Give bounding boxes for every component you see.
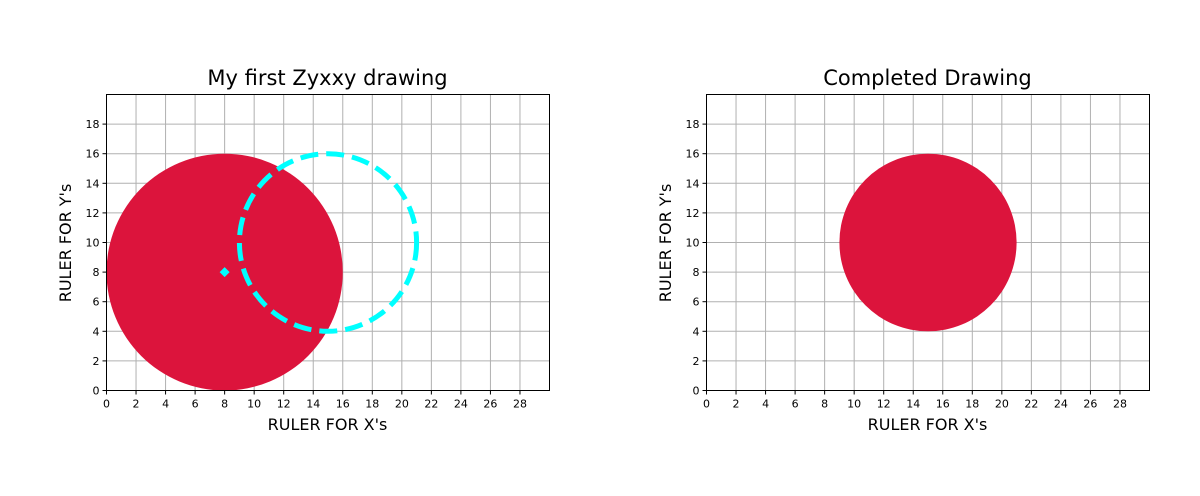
x-tick-label: 2 xyxy=(133,398,140,411)
x-tick-label: 12 xyxy=(277,398,291,411)
y-tick-label: 4 xyxy=(693,325,700,338)
y-tick-label: 14 xyxy=(86,177,100,190)
dashed-circle-outline xyxy=(236,151,420,334)
x-tick-label: 14 xyxy=(906,398,920,411)
x-tick-label: 24 xyxy=(454,398,468,411)
x-tick-label: 26 xyxy=(1083,398,1097,411)
x-tick-label: 20 xyxy=(995,398,1009,411)
shapes xyxy=(106,151,420,391)
x-tick-label: 10 xyxy=(847,398,861,411)
y-tick-label: 10 xyxy=(686,237,700,250)
x-tick-label: 18 xyxy=(965,398,979,411)
y-tick-label: 4 xyxy=(93,325,100,338)
y-tick-label: 0 xyxy=(93,385,100,398)
x-tick-label: 16 xyxy=(336,398,350,411)
y-tick-label: 16 xyxy=(86,148,100,161)
y-tick-label: 0 xyxy=(693,385,700,398)
x-tick-label: 0 xyxy=(703,398,710,411)
shapes xyxy=(839,153,1017,332)
chart-left: My first Zyxxy drawing RULER FOR X's RUL… xyxy=(56,66,550,434)
chart-title: Completed Drawing xyxy=(823,66,1032,90)
x-tick-label: 6 xyxy=(192,398,199,411)
chart-right: Completed Drawing RULER FOR X's RULER FO… xyxy=(656,66,1150,434)
x-tick-label: 6 xyxy=(792,398,799,411)
x-tick-label: 8 xyxy=(221,398,228,411)
x-tick-label: 12 xyxy=(877,398,891,411)
x-tick-label: 28 xyxy=(1113,398,1127,411)
y-tick-label: 18 xyxy=(86,118,100,131)
diamond-marker xyxy=(219,267,230,278)
y-tick-label: 6 xyxy=(693,296,700,309)
x-tick-label: 4 xyxy=(762,398,769,411)
x-tick-label: 2 xyxy=(733,398,740,411)
x-tick-label: 24 xyxy=(1054,398,1068,411)
x-tick-label: 8 xyxy=(821,398,828,411)
y-tick-label: 6 xyxy=(93,296,100,309)
x-tick-label: 22 xyxy=(424,398,438,411)
y-axis-label: RULER FOR Y's xyxy=(56,184,75,303)
x-tick-label: 4 xyxy=(162,398,169,411)
x-axis-label: RULER FOR X's xyxy=(868,415,988,434)
x-tick-label: 16 xyxy=(936,398,950,411)
x-tick-label: 14 xyxy=(306,398,320,411)
x-tick-label: 18 xyxy=(365,398,379,411)
x-tick-label: 10 xyxy=(247,398,261,411)
x-tick-label: 0 xyxy=(103,398,110,411)
y-tick-label: 2 xyxy=(693,355,700,368)
y-axis-label: RULER FOR Y's xyxy=(656,184,675,303)
x-tick-label: 28 xyxy=(513,398,527,411)
y-tick-label: 14 xyxy=(686,177,700,190)
y-tick-label: 16 xyxy=(686,148,700,161)
x-axis-label: RULER FOR X's xyxy=(268,415,388,434)
x-tick-label: 20 xyxy=(395,398,409,411)
y-tick-label: 2 xyxy=(93,355,100,368)
chart-title: My first Zyxxy drawing xyxy=(207,66,447,90)
filled-circle xyxy=(839,153,1017,332)
x-tick-label: 26 xyxy=(483,398,497,411)
y-tick-label: 12 xyxy=(686,207,700,220)
y-tick-label: 8 xyxy=(93,266,100,279)
y-tick-label: 12 xyxy=(86,207,100,220)
x-tick-label: 22 xyxy=(1024,398,1038,411)
y-tick-label: 10 xyxy=(86,237,100,250)
y-tick-label: 18 xyxy=(686,118,700,131)
y-tick-label: 8 xyxy=(693,266,700,279)
